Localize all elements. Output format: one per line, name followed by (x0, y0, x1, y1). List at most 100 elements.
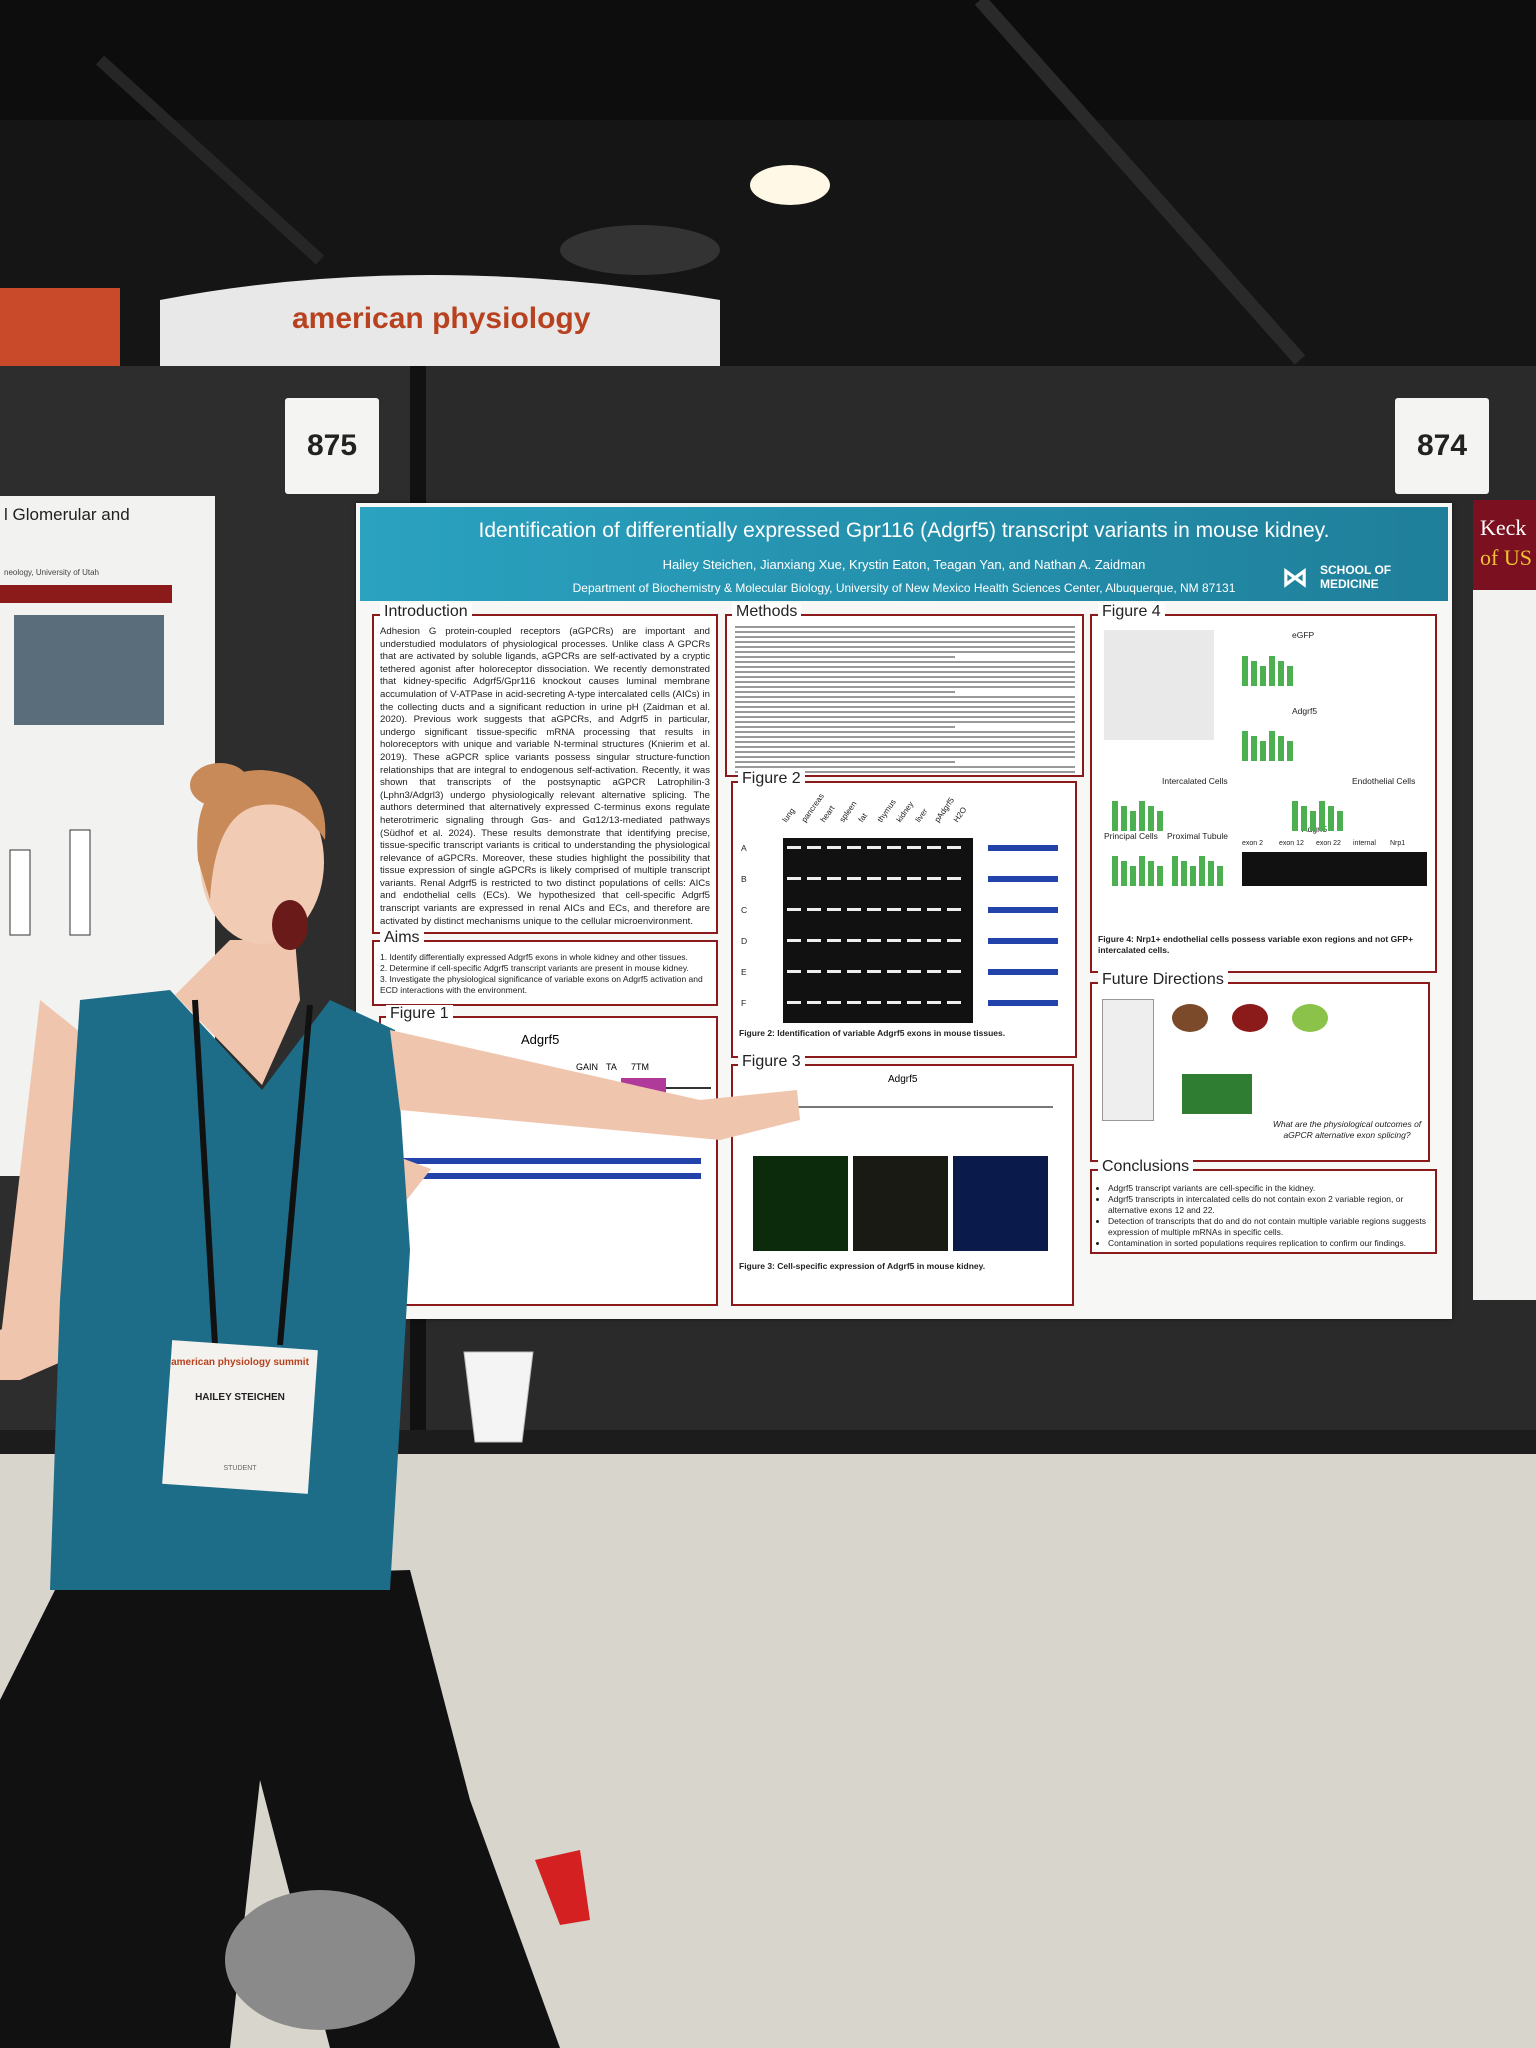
poster-authors: Hailey Steichen, Jianxiang Xue, Krystin … (662, 557, 1146, 572)
bar-graphic (1278, 661, 1284, 686)
future-question: What are the physiological outcomes of a… (1272, 1119, 1422, 1140)
gel-band (787, 877, 801, 880)
bar-graphic (1148, 861, 1154, 886)
lane-label: heart (818, 803, 837, 824)
panel-title: Proximal Tubule (1167, 831, 1228, 841)
text-line (735, 766, 1075, 768)
gel-band (787, 939, 801, 942)
section-figure4: eGFP Adgrf5 Intercalated Cells Endotheli… (1090, 614, 1437, 973)
section-heading: Introduction (380, 603, 472, 621)
mouse-icon (1232, 1004, 1268, 1032)
text-line (735, 696, 1075, 698)
diagram-graphic (1102, 999, 1154, 1121)
section-heading: Aims (380, 929, 424, 947)
lane-labels: lung pancreas heart spleen fat thymus kidney li… (733, 783, 1075, 833)
mouse-icon (1172, 1004, 1208, 1032)
poster-band (0, 585, 172, 603)
gel-band (827, 908, 841, 911)
exon-map (988, 1000, 1058, 1006)
text-line (735, 676, 1075, 678)
gel-band (927, 846, 941, 849)
gel-band (807, 970, 821, 973)
section-heading: Methods (732, 603, 802, 621)
gel-band (807, 846, 821, 849)
gel-band (807, 939, 821, 942)
section-figure1: Adgrf5 Ig-like GAIN TA 7TM (379, 1016, 718, 1306)
exon-map (988, 907, 1058, 913)
gel-band (907, 1001, 921, 1004)
gel-band (867, 939, 881, 942)
section-figure3: Adgrf5 Figure 3: Cell-specific expressio… (731, 1064, 1074, 1306)
bar-graphic (1148, 806, 1154, 831)
domain (621, 1078, 666, 1098)
text-line (735, 691, 955, 693)
gel-band (927, 877, 941, 880)
bar-graphic (1139, 801, 1145, 831)
gel-band (907, 908, 921, 911)
bar-graphic (1337, 811, 1343, 831)
gel-band (927, 939, 941, 942)
gel-band (847, 1001, 861, 1004)
panel-title: Endothelial Cells (1352, 776, 1416, 786)
gel-band (907, 939, 921, 942)
section-introduction: Adhesion G protein-coupled receptors (aG… (372, 614, 718, 934)
gel-band (787, 1001, 801, 1004)
gel-lane-label: exon 22 (1316, 840, 1341, 847)
bar-graphic (1112, 856, 1118, 886)
bar-graphic (9, 849, 31, 936)
row-label: F (741, 998, 747, 1008)
text-line (735, 661, 1075, 663)
neighbor-title: Keck (1480, 515, 1526, 540)
domain-label: Ig-like (456, 1062, 480, 1072)
text-line (735, 761, 955, 763)
board-number: 875 (285, 398, 379, 494)
text-line (735, 731, 1075, 733)
section-methods (725, 614, 1084, 777)
gel-band (867, 908, 881, 911)
domain (445, 1082, 457, 1094)
gel-band (887, 908, 901, 911)
bar-graphic (1139, 856, 1145, 886)
bar-graphic (1269, 656, 1275, 686)
booth-panel (0, 288, 120, 368)
gel-band (887, 939, 901, 942)
gel-band (927, 908, 941, 911)
conclusion: Adgrf5 transcript variants are cell-spec… (1108, 1183, 1435, 1194)
text-line (735, 736, 1075, 738)
section-heading: Figure 3 (738, 1053, 805, 1071)
section-aims: 1. Identify differentially expressed Adg… (372, 940, 718, 1006)
section-heading: Figure 1 (386, 1005, 453, 1023)
section-heading: Figure 4 (1098, 603, 1165, 621)
gel-band (827, 939, 841, 942)
neighbor-title: l Glomerular and (4, 505, 130, 524)
bar-graphic (1242, 656, 1248, 686)
gel-lane-label: exon 2 (1242, 840, 1264, 847)
gel-band (907, 846, 921, 849)
text-line (735, 746, 1075, 748)
conclusion: Adgrf5 transcripts in intercalated cells… (1108, 1194, 1435, 1216)
mouse-icon (1292, 1004, 1328, 1032)
gel-lane-label: Nrp1 (1390, 840, 1406, 847)
transcript (401, 1158, 701, 1164)
gel-lane-label: exon 12 (1279, 840, 1304, 847)
vent (560, 225, 720, 275)
poster-image (14, 615, 164, 725)
logo-text: SCHOOL OF MEDICINE (1320, 563, 1392, 591)
section-heading: Conclusions (1098, 1158, 1194, 1176)
section-conclusions: Adgrf5 transcript variants are cell-spec… (1090, 1169, 1437, 1254)
gel-band (947, 939, 961, 942)
text-line (735, 646, 1075, 648)
board-number: 874 (1395, 398, 1489, 494)
booth-sign (160, 275, 720, 370)
bar-graphic (69, 829, 91, 936)
gel-band (827, 1001, 841, 1004)
gel-band (927, 1001, 941, 1004)
domain (574, 1080, 598, 1096)
gel-band (847, 908, 861, 911)
domain-label: TA (606, 1062, 617, 1072)
text-line (735, 726, 955, 728)
lane-label: fat (856, 811, 870, 824)
section-heading: Figure 2 (738, 770, 805, 788)
methods-text-lines (735, 626, 1075, 773)
